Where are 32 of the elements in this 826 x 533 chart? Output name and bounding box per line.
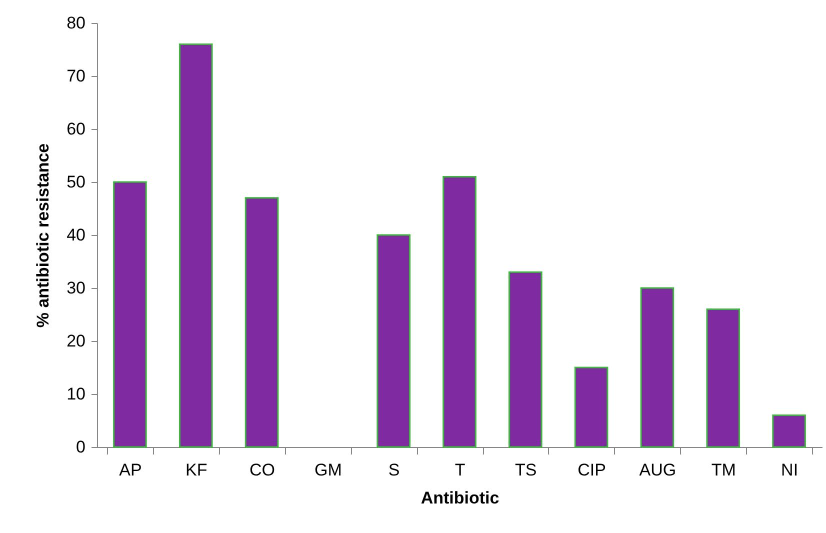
bar [113, 181, 147, 448]
y-tick-label: 70 [66, 66, 86, 86]
y-tick-label: 10 [66, 384, 86, 404]
y-tick-label: 0 [76, 438, 86, 456]
x-tick-label: NI [781, 460, 798, 480]
bar [772, 414, 806, 448]
y-tick-label: 40 [66, 226, 86, 244]
x-tick-label: TM [711, 460, 736, 480]
bar [244, 197, 279, 448]
y-tick-label: 50 [66, 172, 86, 192]
y-axis-title: % antibiotic resistance [34, 143, 53, 328]
x-tick-label: GM [314, 460, 342, 480]
bar [178, 43, 213, 448]
x-axis-title: Antibiotic [420, 488, 500, 508]
y-tick-label: 60 [66, 120, 86, 138]
x-tick-label: T [454, 460, 466, 480]
x-tick-label: KF [185, 460, 208, 480]
bar [508, 271, 542, 448]
y-tick-label: 30 [66, 278, 86, 298]
x-tick-label: CO [250, 460, 276, 480]
bar [640, 287, 674, 448]
bar [574, 366, 608, 448]
bar [706, 308, 740, 448]
bar [442, 176, 476, 448]
bar [376, 234, 410, 448]
y-tick-label: 80 [66, 14, 86, 32]
x-tick-label: AP [119, 460, 142, 480]
x-tick-label: S [388, 460, 400, 480]
x-tick-label: TS [515, 460, 537, 480]
x-tick-label: CIP [578, 460, 606, 480]
x-tick-label: AUG [639, 460, 676, 480]
y-tick-label: 20 [66, 332, 86, 350]
